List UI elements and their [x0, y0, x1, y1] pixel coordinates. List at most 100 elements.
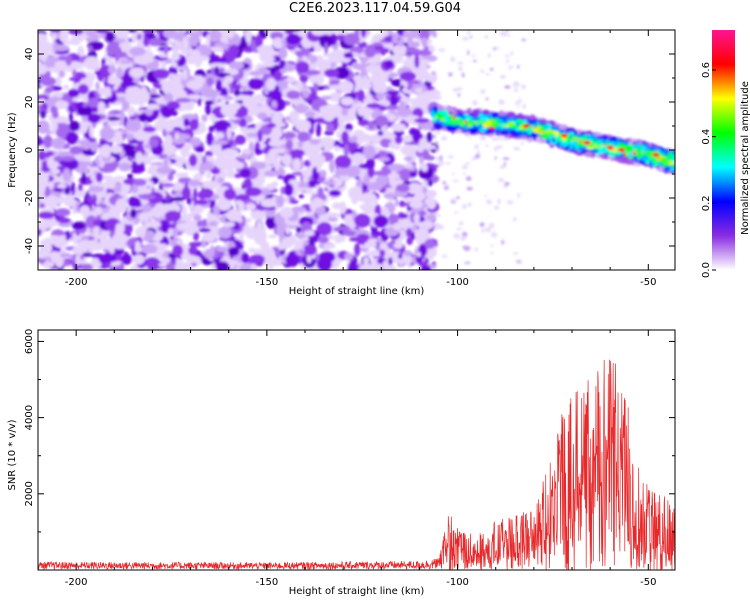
noise-speckle: [417, 74, 426, 81]
noise-speckle: [253, 248, 261, 256]
noise-speckle: [349, 221, 356, 229]
noise-speckle: [394, 135, 403, 144]
faint-speckle: [456, 87, 463, 91]
faint-speckle: [485, 97, 489, 101]
signal-blob: [483, 123, 489, 129]
y-tick-label: 0: [24, 147, 35, 153]
noise-speckle: [57, 184, 67, 189]
signal-blob: [573, 130, 578, 136]
noise-speckle: [342, 62, 347, 69]
noise-speckle: [373, 197, 378, 206]
signal-blob: [585, 151, 589, 156]
noise-speckle: [91, 259, 98, 268]
colorbar-tick-label: 0.6: [701, 62, 712, 78]
noise-speckle: [126, 133, 134, 141]
noise-speckle: [224, 75, 234, 84]
signal-blob: [632, 141, 637, 145]
faint-speckle: [520, 141, 524, 146]
noise-speckle: [399, 200, 406, 208]
faint-speckle: [466, 186, 473, 191]
faint-speckle: [470, 35, 473, 39]
noise-speckle: [176, 157, 186, 164]
faint-speckle: [445, 162, 451, 165]
faint-speckle: [439, 155, 443, 162]
noise-speckle: [343, 143, 350, 157]
noise-speckle: [391, 238, 396, 246]
signal-blob: [516, 122, 521, 126]
faint-speckle: [498, 178, 505, 183]
y-tick-label: 4000: [24, 405, 35, 430]
noise-speckle: [421, 163, 428, 172]
hot-spot: [522, 123, 530, 129]
faint-speckle: [510, 51, 514, 56]
noise-speckle: [403, 30, 410, 38]
faint-speckle: [493, 47, 497, 51]
faint-speckle: [445, 183, 449, 187]
signal-blob: [640, 148, 650, 152]
signal-blob: [489, 126, 495, 131]
noise-speckle: [127, 106, 136, 116]
signal-blob: [507, 121, 515, 127]
signal-blob: [568, 145, 574, 150]
noise-speckle: [228, 61, 244, 70]
signal-blob: [642, 152, 650, 156]
noise-speckle: [103, 162, 118, 170]
faint-speckle: [490, 252, 494, 255]
faint-speckle: [438, 48, 446, 53]
signal-blob: [517, 113, 524, 120]
noise-speckle: [171, 107, 176, 112]
noise-speckle: [254, 232, 267, 245]
noise-speckle: [295, 226, 302, 233]
noise-speckle: [160, 183, 175, 188]
noise-speckle: [145, 220, 160, 226]
faint-speckle: [495, 47, 500, 50]
faint-speckle: [499, 164, 505, 169]
faint-speckle: [468, 136, 472, 139]
signal-blob: [437, 104, 443, 110]
noise-speckle: [115, 181, 122, 191]
noise-speckle: [41, 242, 47, 252]
noise-speckle: [325, 123, 335, 133]
noise-speckle: [178, 177, 192, 183]
noise-speckle: [107, 77, 123, 85]
noise-speckle: [399, 71, 417, 82]
noise-speckle: [297, 131, 310, 142]
noise-speckle: [201, 240, 206, 249]
noise-speckle: [107, 255, 117, 263]
spectrogram-heatmap: [38, 30, 675, 270]
noise-speckle: [110, 265, 122, 270]
signal-blob: [465, 116, 472, 121]
noise-speckle: [46, 128, 51, 137]
colorbar-tick-label: 0.2: [701, 195, 712, 211]
noise-speckle: [343, 52, 354, 59]
faint-speckle: [512, 252, 519, 255]
signal-blob: [586, 136, 592, 139]
noise-speckle: [129, 47, 146, 56]
noise-speckle: [419, 156, 424, 164]
signal-blob: [590, 149, 599, 154]
signal-blob: [623, 141, 630, 145]
noise-speckle: [337, 107, 343, 112]
noise-speckle: [411, 207, 420, 214]
noise-speckle: [202, 89, 219, 98]
noise-speckle: [99, 236, 107, 245]
signal-blob: [590, 134, 597, 140]
faint-speckle: [513, 146, 520, 151]
noise-speckle: [99, 126, 115, 141]
noise-speckle: [317, 142, 324, 149]
faint-speckle: [517, 65, 520, 69]
signal-blob: [453, 120, 457, 125]
noise-speckle: [131, 185, 139, 194]
signal-blob: [527, 115, 537, 121]
noise-speckle: [266, 77, 276, 91]
noise-speckle: [314, 60, 331, 68]
noise-speckle: [401, 213, 409, 219]
noise-speckle: [130, 208, 137, 219]
signal-blob: [632, 152, 637, 155]
noise-speckle: [329, 61, 337, 68]
noise-speckle: [276, 195, 285, 208]
noise-speckle: [358, 41, 368, 49]
signal-blob: [601, 136, 609, 141]
signal-blob: [670, 158, 675, 162]
noise-speckle: [366, 103, 382, 109]
